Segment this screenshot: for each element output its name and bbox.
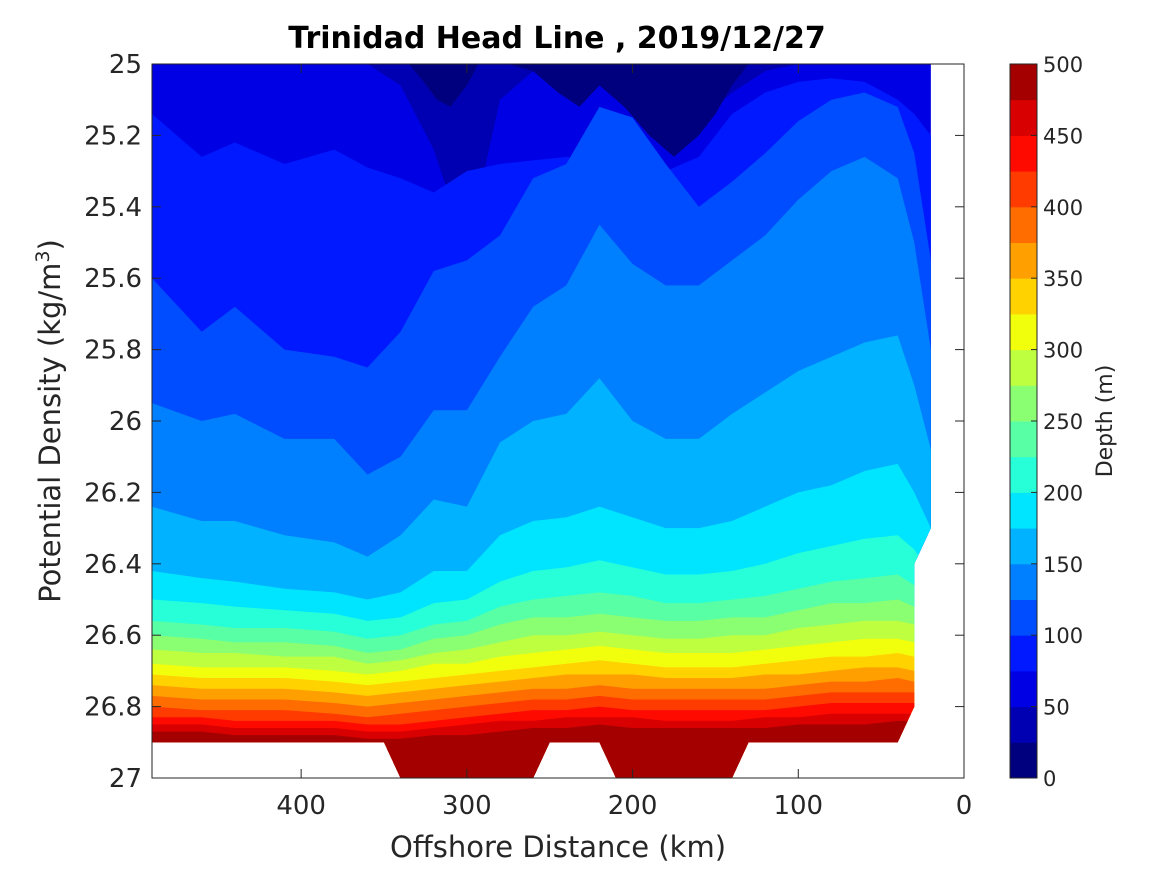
colorbar-segment xyxy=(1010,278,1037,315)
colorbar-label: Depth (m) xyxy=(1093,365,1118,478)
y-tick-label: 26.8 xyxy=(84,693,142,723)
colorbar-tick-label: 350 xyxy=(1043,267,1083,291)
colorbar-segment xyxy=(1010,421,1037,458)
colorbar-tick-label: 300 xyxy=(1043,339,1083,363)
x-axis-label: Offshore Distance (km) xyxy=(390,830,726,864)
y-tick-label: 25.6 xyxy=(84,264,142,294)
colorbar-segment xyxy=(1010,206,1037,243)
colorbar-tick-label: 500 xyxy=(1043,53,1083,77)
x-tick-label: 100 xyxy=(773,791,823,821)
colorbar-tick-label: 150 xyxy=(1043,553,1083,577)
x-tick-label: 0 xyxy=(956,791,973,821)
colorbar-segment xyxy=(1010,670,1037,708)
colorbar-tick-label: 450 xyxy=(1043,124,1083,148)
x-tick-label: 300 xyxy=(442,791,492,821)
contour-fills xyxy=(152,64,964,778)
x-tick-label: 400 xyxy=(276,791,326,821)
colorbar-tick-label: 50 xyxy=(1043,696,1070,720)
colorbar-segment xyxy=(1010,706,1037,743)
colorbar-segment xyxy=(1010,242,1037,279)
y-tick-label: 25.2 xyxy=(84,121,142,151)
colorbar-segment xyxy=(1010,563,1037,600)
colorbar-tick-label: 250 xyxy=(1043,410,1083,434)
y-tick-label: 26.4 xyxy=(84,550,142,580)
colorbar-segment xyxy=(1010,635,1037,672)
colorbar-segment xyxy=(1010,742,1037,779)
y-axis-label-main: Potential Density (kg/m xyxy=(33,263,67,603)
colorbar-segment xyxy=(1010,171,1037,208)
y-axis-label: Potential Density (kg/m3) xyxy=(32,239,67,603)
y-axis: 25 25.2 25.4 25.6 25.8 26 26.2 26.4 26.6 26.8 27 xyxy=(84,50,964,794)
colorbar-tick-label: 0 xyxy=(1043,767,1056,791)
contour-core-0 xyxy=(408,64,479,107)
y-axis-label-tail: ) xyxy=(33,239,67,250)
y-tick-label: 25.4 xyxy=(84,193,142,223)
colorbar-segment xyxy=(1010,64,1037,101)
colorbar-segment xyxy=(1010,599,1037,636)
colorbar-segment xyxy=(1010,349,1037,386)
colorbar-tick-label: 200 xyxy=(1043,481,1083,505)
colorbar-segment xyxy=(1010,528,1037,565)
contour-core-1 xyxy=(508,64,749,157)
x-tick-label: 200 xyxy=(608,791,658,821)
y-tick-label: 26.2 xyxy=(84,478,142,508)
colorbar-segment xyxy=(1010,313,1037,351)
y-axis-label-superscript: 3 xyxy=(32,250,54,262)
y-tick-label: 25.8 xyxy=(84,336,142,366)
colorbar-tick-label: 100 xyxy=(1043,624,1083,648)
colorbar-segment xyxy=(1010,135,1037,172)
colorbar-segment xyxy=(1010,492,1037,529)
y-tick-label: 25 xyxy=(109,50,142,80)
x-axis: 400 300 200 100 0 xyxy=(276,64,972,821)
y-tick-label: 26.6 xyxy=(84,621,142,651)
colorbar-segment xyxy=(1010,99,1037,136)
colorbar-segment xyxy=(1010,385,1037,422)
chart-title: Trinidad Head Line , 2019/12/27 xyxy=(288,21,825,56)
colorbar: 0 50 100 150 200 250 300 350 400 450 500 xyxy=(1009,53,1083,791)
colorbar-segment xyxy=(1010,456,1037,493)
y-tick-label: 27 xyxy=(109,764,142,794)
y-tick-label: 26 xyxy=(109,407,142,437)
colorbar-tick-label: 400 xyxy=(1043,196,1083,220)
